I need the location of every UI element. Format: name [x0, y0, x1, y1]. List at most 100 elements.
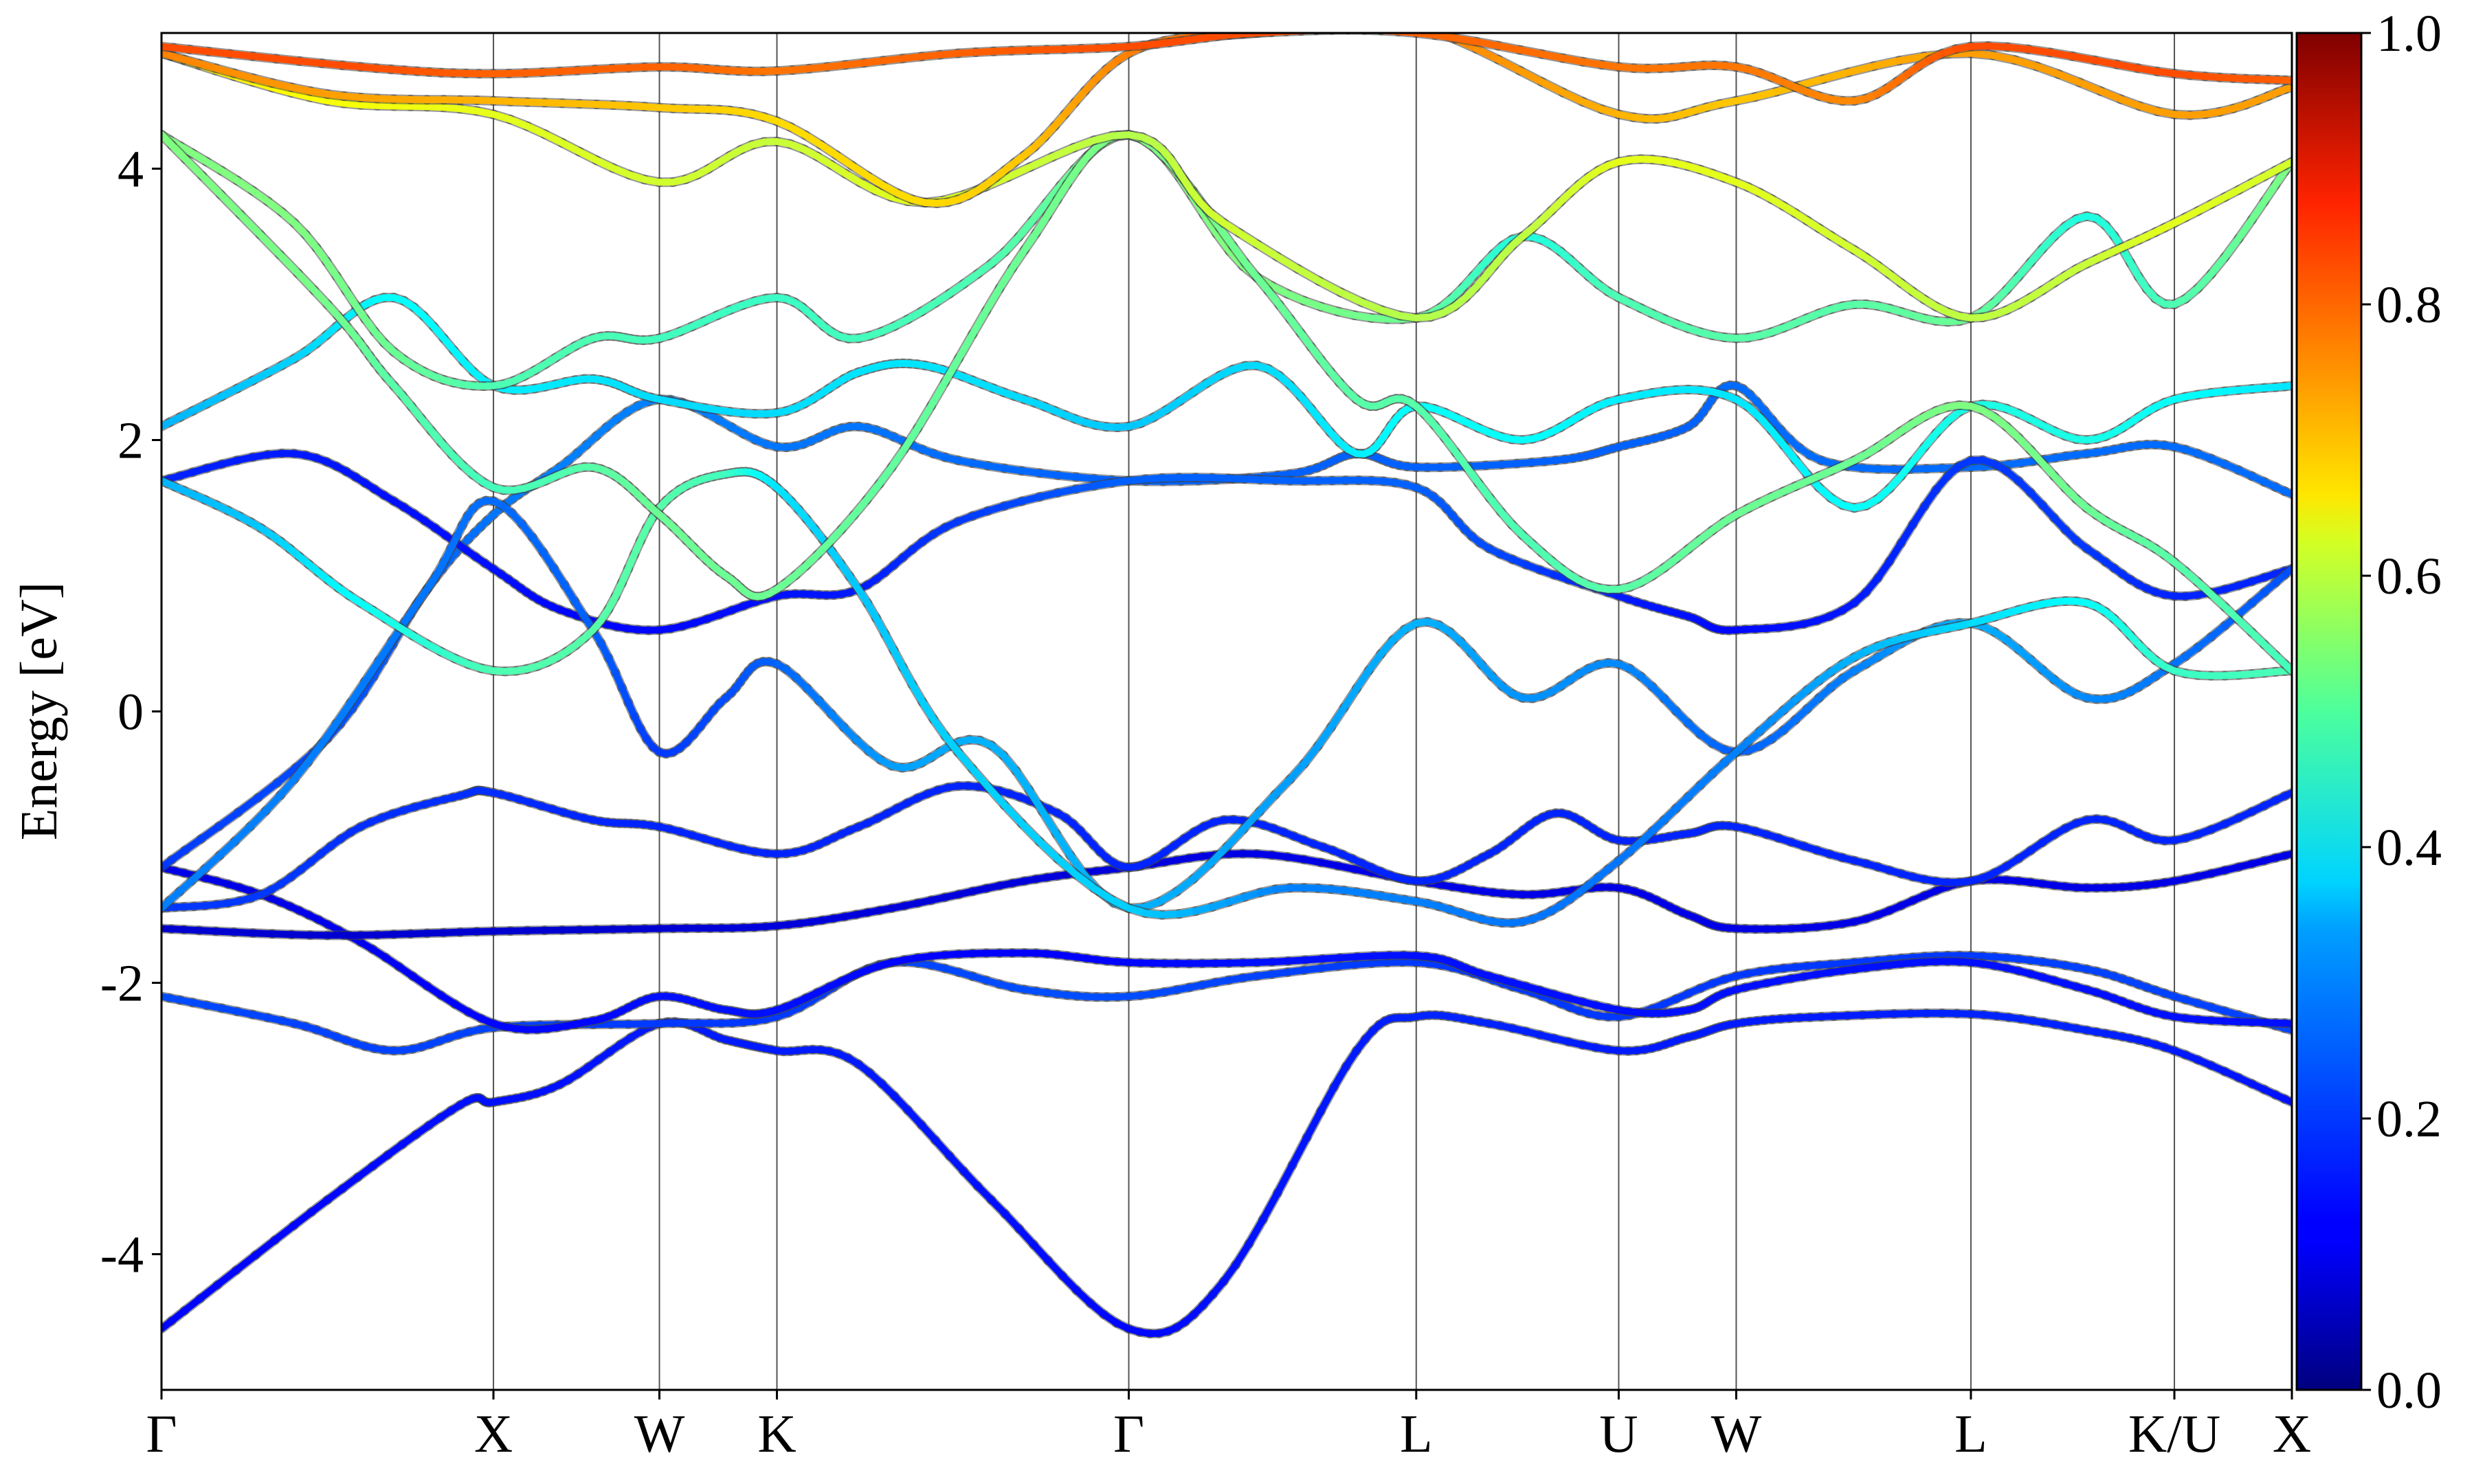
band-segment: [1340, 685, 1360, 712]
band-segment: [1016, 1225, 1037, 1248]
band-segment: [1091, 885, 1115, 903]
band-segment: [2281, 1095, 2292, 1106]
band-segment: [1223, 825, 1247, 851]
band-segment: [197, 1281, 221, 1303]
band-segment: [1256, 791, 1279, 816]
band-11: [161, 130, 2292, 676]
band-segment: [996, 265, 1016, 292]
band-segment: [1317, 1083, 1338, 1115]
band-segment: [182, 155, 206, 180]
band-segment: [928, 379, 948, 409]
band-segment: [1009, 247, 1028, 272]
band-segment: [252, 1237, 278, 1259]
band-segment: [2281, 850, 2292, 859]
band-segment: [1353, 666, 1372, 693]
band-segment: [1045, 1257, 1066, 1279]
band-segment: [1015, 216, 1036, 240]
band-segment: [254, 779, 281, 802]
band-segment: [2281, 1024, 2292, 1034]
band-segment: [361, 657, 383, 686]
band-segment: [1043, 182, 1064, 207]
band-segment: [1314, 723, 1335, 750]
band-segment: [917, 1121, 939, 1144]
band-4: [161, 780, 2292, 913]
band-segment: [968, 765, 992, 790]
band-segment: [1303, 1108, 1324, 1141]
band-segment: [256, 231, 284, 258]
band-segment: [2248, 198, 2268, 223]
band-segment: [1206, 843, 1231, 868]
band-segment: [1328, 704, 1348, 731]
band-segment: [1286, 760, 1308, 783]
band-segment: [1001, 801, 1025, 827]
band-segment: [231, 823, 254, 845]
band-segment: [984, 783, 1008, 809]
band-segment: [983, 284, 1003, 315]
band-segment: [214, 1267, 240, 1289]
band-segment: [2281, 382, 2292, 390]
band-segment: [291, 758, 311, 783]
band-3: [161, 848, 2292, 941]
band-segment: [304, 740, 326, 766]
band-segment: [1072, 870, 1098, 892]
band-segment: [1052, 830, 1074, 859]
band-segment: [236, 211, 264, 238]
band-segment: [901, 425, 922, 453]
band-segment: [215, 809, 242, 830]
band-segment: [1001, 1210, 1023, 1233]
band-segment: [199, 172, 225, 199]
band-segment: [1173, 875, 1197, 895]
band-segment: [375, 637, 396, 664]
band-segment: [1054, 855, 1080, 878]
band-segment: [1886, 539, 1905, 565]
band-segment: [1229, 242, 1249, 267]
band-segment: [1029, 199, 1050, 224]
band-segment: [1190, 860, 1214, 883]
band-segment: [216, 837, 238, 859]
band-segment: [1025, 786, 1046, 815]
band-0: [161, 1008, 2292, 1338]
band-segment: [969, 307, 990, 338]
band-segment: [274, 764, 300, 787]
band-segment: [932, 1136, 953, 1160]
band-segment: [946, 1152, 968, 1175]
band-segment: [2281, 789, 2292, 800]
band-segment: [2207, 254, 2229, 278]
band-segment: [347, 678, 368, 706]
band-segment: [2281, 1020, 2292, 1027]
band-segment: [1036, 838, 1062, 862]
band-12: [161, 48, 2292, 323]
band-segment: [1038, 807, 1060, 837]
band-segment: [914, 402, 935, 432]
band-segment: [234, 794, 262, 816]
band-segment: [1030, 1241, 1051, 1264]
band-segment: [1067, 851, 1089, 879]
band-segment: [1274, 1161, 1296, 1197]
band-lines: [161, 33, 2292, 1338]
band-segment: [197, 822, 223, 843]
band-segment: [2281, 565, 2292, 578]
band-segment: [1271, 776, 1294, 798]
band-segment: [2221, 235, 2242, 261]
band-segment: [1012, 767, 1033, 794]
band-segment: [1232, 1240, 1253, 1268]
band-segment: [1330, 1063, 1350, 1091]
band-segment: [2235, 216, 2255, 243]
band-segment: [1018, 820, 1043, 845]
band-segment: [955, 330, 977, 362]
band-segment: [290, 1208, 315, 1229]
band-segment: [1200, 211, 1221, 237]
band-segment: [217, 191, 244, 218]
band-segment: [1259, 1189, 1282, 1223]
plot-background: [161, 33, 2292, 1390]
band-segment: [1245, 1215, 1267, 1248]
band-segment: [232, 1252, 259, 1274]
band-segment: [401, 600, 420, 625]
band-segment: [247, 807, 269, 830]
kpoint-gridlines: [493, 33, 2176, 1390]
band-segment: [276, 251, 302, 277]
band-segment: [1897, 521, 1917, 547]
band-segment: [1216, 224, 1236, 249]
band-segment: [2281, 660, 2292, 675]
